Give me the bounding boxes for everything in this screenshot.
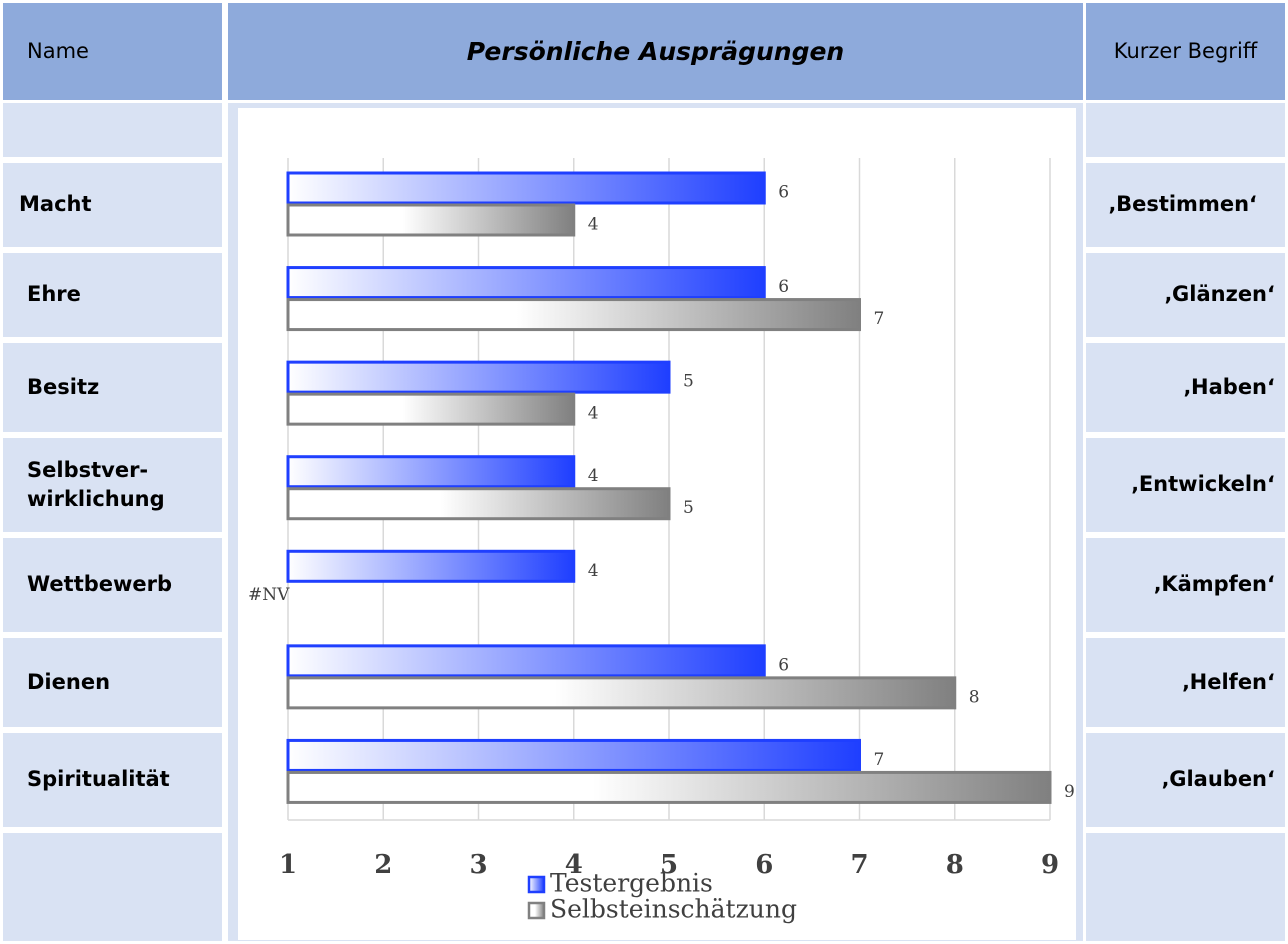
value-label: 8 <box>969 687 980 707</box>
name-cell: Dienen <box>0 635 225 730</box>
bar <box>286 455 576 489</box>
value-label: 6 <box>778 277 789 297</box>
value-label: 6 <box>778 655 789 675</box>
bar <box>286 770 1052 804</box>
name-cell: Wettbewerb <box>0 535 225 635</box>
x-tick-label: 4 <box>565 850 583 880</box>
x-tick-label: 8 <box>946 850 964 880</box>
term-cell: ‚Haben‘ <box>1083 340 1288 435</box>
name-cell <box>0 830 225 944</box>
term-cell: ‚Glauben‘ <box>1083 730 1288 830</box>
header-cell: Name <box>0 0 225 103</box>
x-tick-label: 2 <box>374 850 392 880</box>
value-label: 5 <box>683 372 694 392</box>
x-tick-label: 9 <box>1041 850 1059 880</box>
bar <box>286 676 957 710</box>
term-cell: ‚Helfen‘ <box>1083 635 1288 730</box>
value-label: 5 <box>683 498 694 518</box>
term-cell: ‚Entwickeln‘ <box>1083 435 1288 535</box>
bar <box>286 487 671 521</box>
value-label: 4 <box>588 466 599 486</box>
name-cell: Ehre <box>0 250 225 340</box>
value-label: 4 <box>588 561 599 581</box>
term-cell: ‚Bestimmen‘ <box>1083 160 1288 250</box>
bar <box>286 392 576 426</box>
legend-label: Testergebnis <box>550 869 713 898</box>
legend-swatch <box>527 875 546 894</box>
value-label: 7 <box>874 750 885 770</box>
x-tick-label: 5 <box>660 850 678 880</box>
legend-swatch <box>527 901 546 920</box>
value-label: 4 <box>588 404 599 424</box>
term-cell: ‚Glänzen‘ <box>1083 250 1288 340</box>
name-cell <box>0 100 225 160</box>
bar <box>286 171 766 205</box>
x-tick-label: 1 <box>279 850 297 880</box>
name-cell: Spiritualität <box>0 730 225 830</box>
value-label: #NV <box>248 585 290 605</box>
x-tick-label: 7 <box>850 850 868 880</box>
legend-label: Selbsteinschätzung <box>550 895 797 924</box>
value-label: 9 <box>1064 782 1075 802</box>
value-label: 6 <box>778 183 789 203</box>
name-cell: Macht <box>0 160 225 250</box>
bar <box>286 738 861 772</box>
value-label: 4 <box>588 215 599 235</box>
name-cell: Besitz <box>0 340 225 435</box>
bar <box>286 549 576 583</box>
bar <box>286 266 766 300</box>
bar <box>286 360 671 394</box>
bar <box>286 203 576 237</box>
bar <box>286 298 861 332</box>
term-cell: ‚Kämpfen‘ <box>1083 535 1288 635</box>
bar <box>286 644 766 678</box>
value-label: 7 <box>874 309 885 329</box>
x-tick-label: 6 <box>755 850 773 880</box>
x-tick-label: 3 <box>469 850 487 880</box>
name-cell: Selbstver- wirklichung <box>0 435 225 535</box>
term-cell <box>1083 830 1288 944</box>
